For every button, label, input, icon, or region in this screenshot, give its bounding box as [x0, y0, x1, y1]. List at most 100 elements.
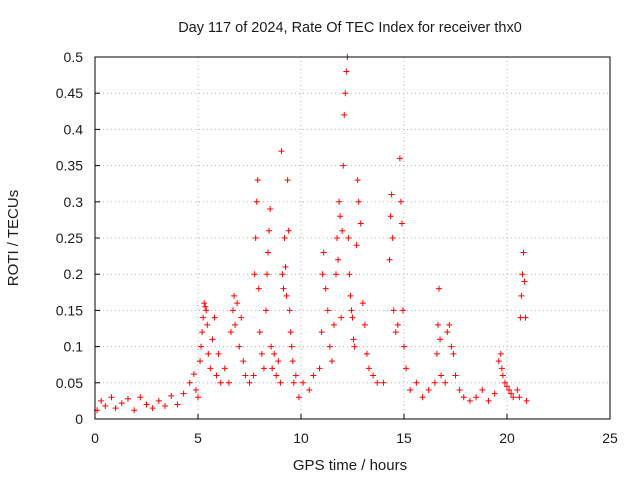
y-tick-label: 0.3: [64, 194, 84, 210]
data-point: [174, 401, 181, 408]
data-point: [204, 321, 211, 328]
data-point: [195, 394, 201, 401]
data-point: [266, 227, 273, 234]
data-point: [433, 350, 440, 357]
data-point: [338, 314, 345, 321]
data-point: [221, 365, 228, 372]
data-point: [262, 307, 269, 314]
data-point: [328, 358, 335, 365]
data-point: [348, 307, 355, 314]
data-point: [357, 220, 364, 227]
data-point: [523, 397, 530, 404]
y-tick-label: 0.4: [64, 121, 84, 137]
data-point: [499, 372, 506, 379]
data-point: [333, 271, 340, 278]
data-point: [250, 372, 257, 379]
y-tick-label: 0.45: [56, 85, 83, 101]
data-point: [300, 379, 307, 386]
data-point: [295, 394, 302, 401]
data-point: [118, 400, 125, 407]
data-point: [436, 285, 443, 292]
data-point: [283, 292, 290, 299]
data-point: [343, 68, 350, 75]
data-point: [508, 390, 515, 397]
data-point: [281, 235, 288, 241]
data-point: [504, 383, 510, 390]
data-point: [354, 177, 361, 184]
data-point: [363, 350, 370, 357]
data-point: [390, 307, 397, 314]
data-point: [112, 405, 119, 412]
data-point: [306, 387, 313, 394]
y-tick-label: 0.2: [64, 266, 84, 282]
y-tick-label: 0.05: [56, 375, 83, 391]
data-point: [231, 292, 238, 299]
x-tick-label: 0: [91, 430, 99, 446]
data-point: [498, 365, 505, 372]
data-point: [510, 394, 517, 401]
data-point: [143, 401, 150, 408]
data-point: [479, 387, 486, 394]
data-point: [350, 336, 357, 343]
data-point: [437, 336, 444, 343]
data-point: [282, 263, 289, 270]
data-point: [227, 329, 234, 336]
data-point: [442, 379, 449, 386]
data-point: [336, 198, 343, 205]
data-point: [349, 314, 356, 321]
data-point: [387, 213, 394, 220]
data-point: [225, 379, 232, 386]
x-axis-title: GPS time / hours: [293, 457, 407, 474]
data-point: [215, 350, 222, 357]
data-point: [288, 343, 295, 350]
data-point: [256, 329, 263, 336]
data-point: [431, 379, 438, 386]
data-point: [273, 372, 280, 379]
data-point: [232, 321, 239, 328]
data-point: [522, 314, 529, 321]
data-point: [318, 329, 325, 336]
data-point: [491, 390, 498, 397]
data-point: [365, 365, 372, 372]
data-point: [438, 372, 445, 379]
data-point: [209, 336, 216, 343]
data-point: [341, 111, 348, 118]
data-point: [386, 256, 393, 263]
data-point: [335, 256, 342, 263]
x-tick-label: 25: [602, 430, 618, 446]
data-point: [359, 300, 366, 307]
y-tick-label: 0.1: [64, 339, 84, 355]
data-point: [238, 314, 245, 321]
data-point: [456, 387, 463, 394]
data-point: [514, 387, 521, 394]
data-point: [200, 314, 207, 321]
data-point: [397, 198, 404, 205]
data-point: [137, 394, 144, 401]
data-point: [149, 405, 156, 412]
data-point: [319, 271, 326, 278]
plot-frame: [94, 56, 611, 420]
data-point: [444, 329, 451, 336]
data-point: [205, 350, 212, 357]
data-point: [434, 321, 441, 328]
data-point: [334, 235, 341, 241]
data-point: [345, 235, 352, 241]
data-point: [275, 358, 282, 365]
data-point: [258, 350, 265, 357]
data-point: [337, 213, 344, 220]
data-point: [254, 177, 261, 184]
data-point: [285, 227, 292, 234]
data-point: [180, 390, 187, 397]
data-point: [452, 372, 459, 379]
data-point: [271, 350, 278, 357]
y-tick-label: 0.25: [56, 230, 83, 246]
data-point: [460, 394, 467, 401]
data-point: [278, 148, 285, 155]
data-point: [330, 321, 337, 328]
data-point: [197, 358, 204, 365]
data-point: [269, 365, 276, 372]
data-point: [108, 394, 115, 401]
data-point: [255, 285, 262, 292]
data-point: [322, 285, 329, 292]
